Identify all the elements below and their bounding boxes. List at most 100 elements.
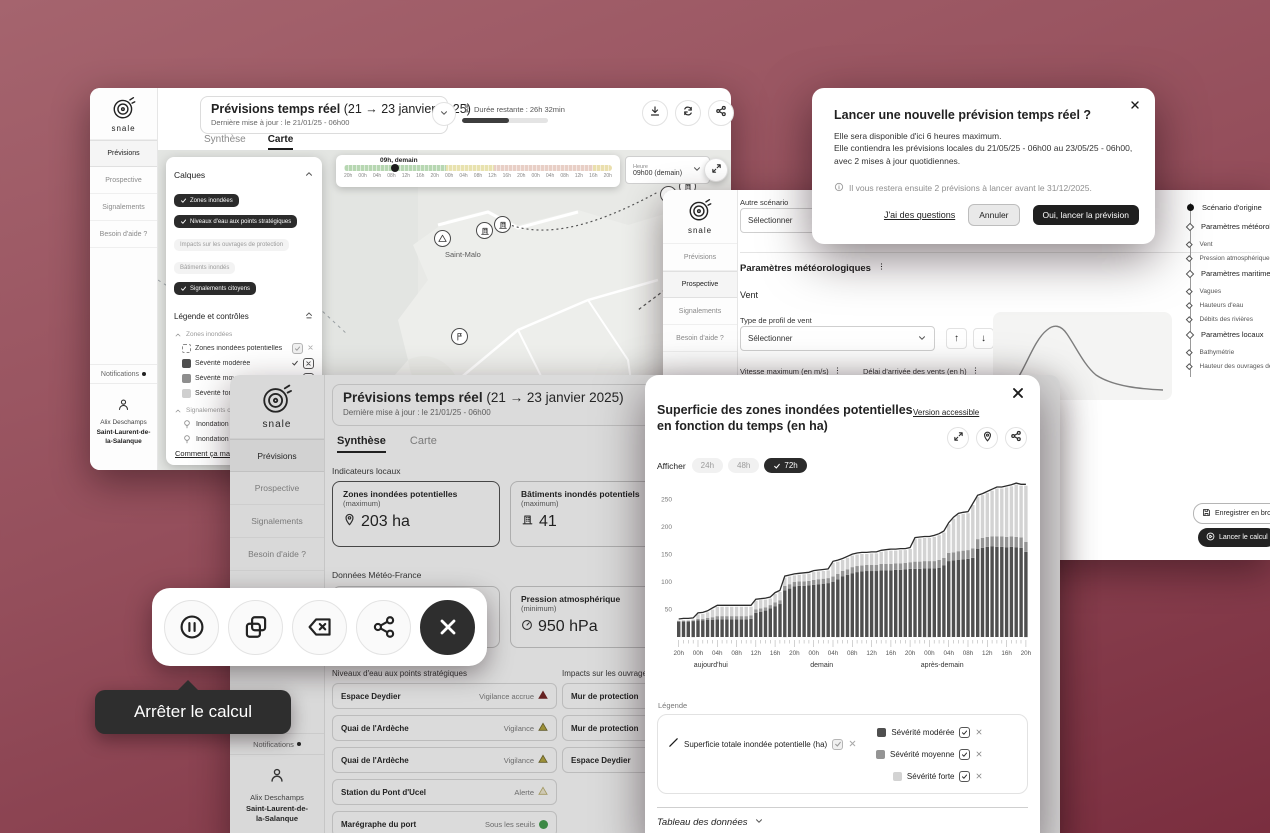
confirm-launch-button[interactable]: Oui, lancer la prévision — [1032, 205, 1139, 225]
share-button[interactable] — [708, 100, 734, 126]
sidebar-item-previsions[interactable]: Prévisions — [230, 439, 324, 472]
remove-layer-icon[interactable] — [307, 344, 314, 353]
stepper-item-parametres-locaux[interactable]: Paramètres locaux — [1185, 330, 1270, 339]
remove-layer-button[interactable] — [303, 358, 314, 369]
indicator-card-zones[interactable]: Zones inondées potentielles (maximum) 20… — [332, 481, 500, 547]
stepper-item-parametres-maritimes[interactable]: Paramètres maritimes — [1185, 269, 1270, 278]
tab-carte[interactable]: Carte — [267, 134, 294, 150]
stepper-item-hauteurs-d-eau[interactable]: Hauteurs d'eau — [1186, 302, 1270, 309]
kebab-menu-icon[interactable] — [877, 262, 886, 274]
remove-series-icon[interactable] — [975, 723, 983, 741]
time-slider-handle[interactable] — [390, 163, 399, 172]
cancel-button[interactable]: Annuler — [968, 204, 1020, 226]
sidebar-item-previsions[interactable]: Prévisions — [663, 244, 737, 271]
sidebar-item-previsions[interactable]: Prévisions — [90, 140, 157, 167]
remove-series-icon[interactable] — [848, 735, 857, 753]
checked-icon[interactable] — [291, 359, 299, 369]
stepper-item-debits-des-rivieres[interactable]: Débits des rivières — [1186, 316, 1270, 323]
series-checkbox[interactable] — [959, 726, 971, 738]
notifications-link[interactable]: Notifications — [230, 733, 324, 755]
layer-checkbox[interactable] — [292, 343, 303, 354]
move-up-button[interactable]: ↑ — [946, 328, 967, 349]
layer-toggle-signalements-citoyens[interactable]: Signalements citoyens — [174, 282, 257, 295]
close-button[interactable] — [420, 599, 475, 655]
sidebar-item-signalements[interactable]: Signalements — [230, 505, 324, 538]
layer-toggle-batiments-inondes[interactable]: Bâtiments inondés — [174, 262, 236, 274]
hour-select[interactable]: Heure 09h00 (demain) — [625, 156, 710, 184]
map-expand-button[interactable] — [704, 158, 728, 182]
save-draft-button[interactable]: Enregistrer en brouillon — [1193, 503, 1270, 524]
sidebar-item-prospective[interactable]: Prospective — [90, 167, 157, 194]
data-table-toggle[interactable]: Tableau des données — [657, 816, 764, 829]
series-checkbox[interactable] — [959, 770, 971, 782]
sidebar-item-signalements[interactable]: Signalements — [90, 194, 157, 221]
water-level-row-quai-de-l-ardeche[interactable]: Quai de l'Ardèche Vigilance — [332, 747, 557, 773]
stepper-item-pression-atmospherique[interactable]: Pression atmosphérique — [1186, 255, 1270, 262]
legend-group-signalements-citoyens[interactable]: Signalements citoyens — [174, 404, 314, 417]
stepper-item-scenario-d-origine[interactable]: Scénario d'origine — [1187, 203, 1270, 212]
sidebar-item-prospective[interactable]: Prospective — [663, 271, 737, 298]
share-button[interactable] — [356, 599, 411, 655]
layer-toggle-impacts-sur-les-ouvrages-de-protection[interactable]: Impacts sur les ouvrages de protection — [174, 239, 290, 251]
share-button[interactable] — [1005, 427, 1027, 449]
sidebar-item-besoin-d-aide[interactable]: Besoin d'aide ? — [90, 221, 157, 248]
remove-series-icon[interactable] — [975, 767, 983, 785]
map-marker-building[interactable] — [494, 216, 511, 233]
stepper-item-parametres-meteorologiques[interactable]: Paramètres météorologiques — [1185, 222, 1270, 231]
water-level-row-quai-de-l-ardeche[interactable]: Quai de l'Ardèche Vigilance — [332, 715, 557, 741]
close-icon[interactable] — [1129, 98, 1141, 116]
stepper-item-bathymetrie[interactable]: Bathymétrie — [1186, 349, 1270, 356]
water-level-row-station-du-pont-d-ucel[interactable]: Station du Pont d'Ucel Alerte — [332, 779, 557, 805]
questions-link[interactable]: J'ai des questions — [883, 210, 956, 220]
refresh-button[interactable] — [675, 100, 701, 126]
notifications-link[interactable]: Notifications — [90, 364, 157, 384]
range-chip-24h[interactable]: 24h — [691, 458, 724, 473]
copy-button[interactable] — [228, 599, 283, 655]
series-swatch — [877, 727, 887, 737]
download-button[interactable] — [642, 100, 668, 126]
location-pin-button[interactable] — [976, 427, 998, 449]
layer-toggle-niveaux-d-eau-aux-points-strategiques[interactable]: Niveaux d'eau aux points stratégiques — [174, 215, 298, 228]
stepper-item-vent[interactable]: Vent — [1186, 241, 1270, 248]
wind-profile-select[interactable]: Sélectionner — [740, 326, 935, 351]
time-slider-track[interactable] — [344, 163, 612, 172]
accessible-version-link[interactable]: Version accessible — [913, 408, 980, 417]
series-checkbox[interactable] — [959, 748, 971, 760]
water-level-row-espace-deydier[interactable]: Espace Deydier Vigilance accrue — [332, 683, 557, 709]
tab-carte[interactable]: Carte — [409, 435, 437, 447]
stepper-item-vagues[interactable]: Vagues — [1186, 288, 1270, 295]
meteo-params-heading: Paramètres météorologiques — [740, 262, 886, 274]
range-chip-72h[interactable]: 72h — [764, 458, 807, 473]
legend-group-zones-inondees[interactable]: Zones inondées — [174, 328, 314, 341]
map-marker-flag[interactable] — [451, 328, 468, 345]
backspace-button[interactable] — [292, 599, 347, 655]
time-slider[interactable]: 09h, demain 20h 00h 04h 08h 12h 16h 20h 00h 04h 0… — [336, 155, 620, 187]
kebab-menu-icon[interactable] — [971, 366, 980, 377]
tab-synthese[interactable]: Synthèse — [337, 435, 386, 453]
move-down-button[interactable]: ↓ — [973, 328, 994, 349]
water-level-row-maregraphe-du-port[interactable]: Marégraphe du port Sous les seuils — [332, 811, 557, 833]
expand-button[interactable] — [947, 427, 969, 449]
sidebar-item-prospective[interactable]: Prospective — [230, 472, 324, 505]
map-marker-warn[interactable] — [434, 230, 451, 247]
kebab-menu-icon[interactable] — [833, 366, 842, 377]
line-series-checkbox[interactable] — [832, 738, 844, 750]
sidebar-item-besoin-d-aide[interactable]: Besoin d'aide ? — [230, 538, 324, 571]
pause-calculation-button[interactable] — [164, 599, 219, 655]
run-calculation-button[interactable]: Lancer le calcul — [1198, 528, 1270, 547]
collapse-header-button[interactable] — [432, 102, 456, 126]
sidebar-item-besoin-d-aide[interactable]: Besoin d'aide ? — [663, 325, 737, 352]
map-marker-building[interactable] — [476, 222, 493, 239]
stepper-item-hauteur-des-ouvrages-de-protection[interactable]: Hauteur des ouvrages de protection — [1186, 363, 1270, 370]
range-chip-48h[interactable]: 48h — [728, 458, 760, 473]
sidebar-item-signalements[interactable]: Signalements — [663, 298, 737, 325]
layer-toggle-zones-inondees[interactable]: Zones inondées — [174, 194, 239, 207]
legend-item-zones-inondees-potentielles: Zones inondées potentielles — [174, 341, 314, 356]
tab-synthese[interactable]: Synthèse — [204, 134, 246, 145]
chevron-up-icon[interactable] — [304, 166, 314, 184]
collapse-icon[interactable] — [304, 307, 314, 325]
remove-series-icon[interactable] — [975, 745, 983, 763]
series-swatch — [892, 771, 902, 781]
close-icon[interactable] — [1010, 385, 1026, 406]
how-it-works-link[interactable]: Comment ça marche ? — [175, 449, 251, 458]
